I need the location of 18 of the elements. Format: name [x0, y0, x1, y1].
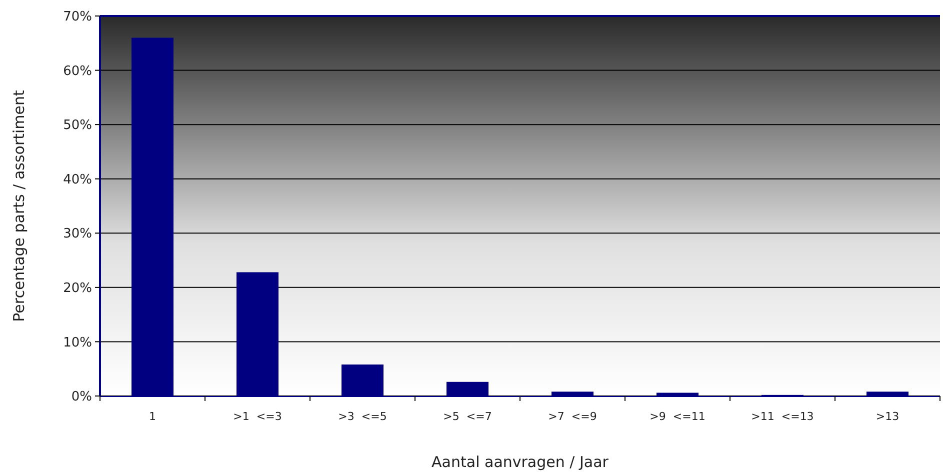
x-tick-label: >3 <=5: [338, 410, 387, 423]
x-tick-label: >13: [876, 410, 900, 423]
x-tick-label: >5 <=7: [443, 410, 492, 423]
y-tick-label: 60%: [63, 64, 92, 79]
y-tick-label: 30%: [63, 226, 92, 242]
y-tick-label: 0%: [71, 390, 92, 405]
x-tick-label: >11 <=13: [751, 410, 814, 423]
x-tick-label: >7 <=9: [548, 410, 597, 423]
x-tick-label: >1 <=3: [233, 410, 282, 423]
y-tick-label: 40%: [63, 172, 92, 188]
x-axis-title: Aantal aanvragen / Jaar: [432, 453, 610, 471]
x-tick-label: >9 <=11: [650, 410, 706, 423]
y-tick-label: 50%: [63, 118, 92, 134]
y-tick-label: 10%: [63, 335, 92, 350]
x-tick-label: 1: [149, 410, 156, 423]
y-tick-label: 20%: [63, 280, 92, 296]
y-axis-title: Percentage parts / assortiment: [10, 90, 28, 322]
y-tick-label: 70%: [63, 10, 92, 25]
